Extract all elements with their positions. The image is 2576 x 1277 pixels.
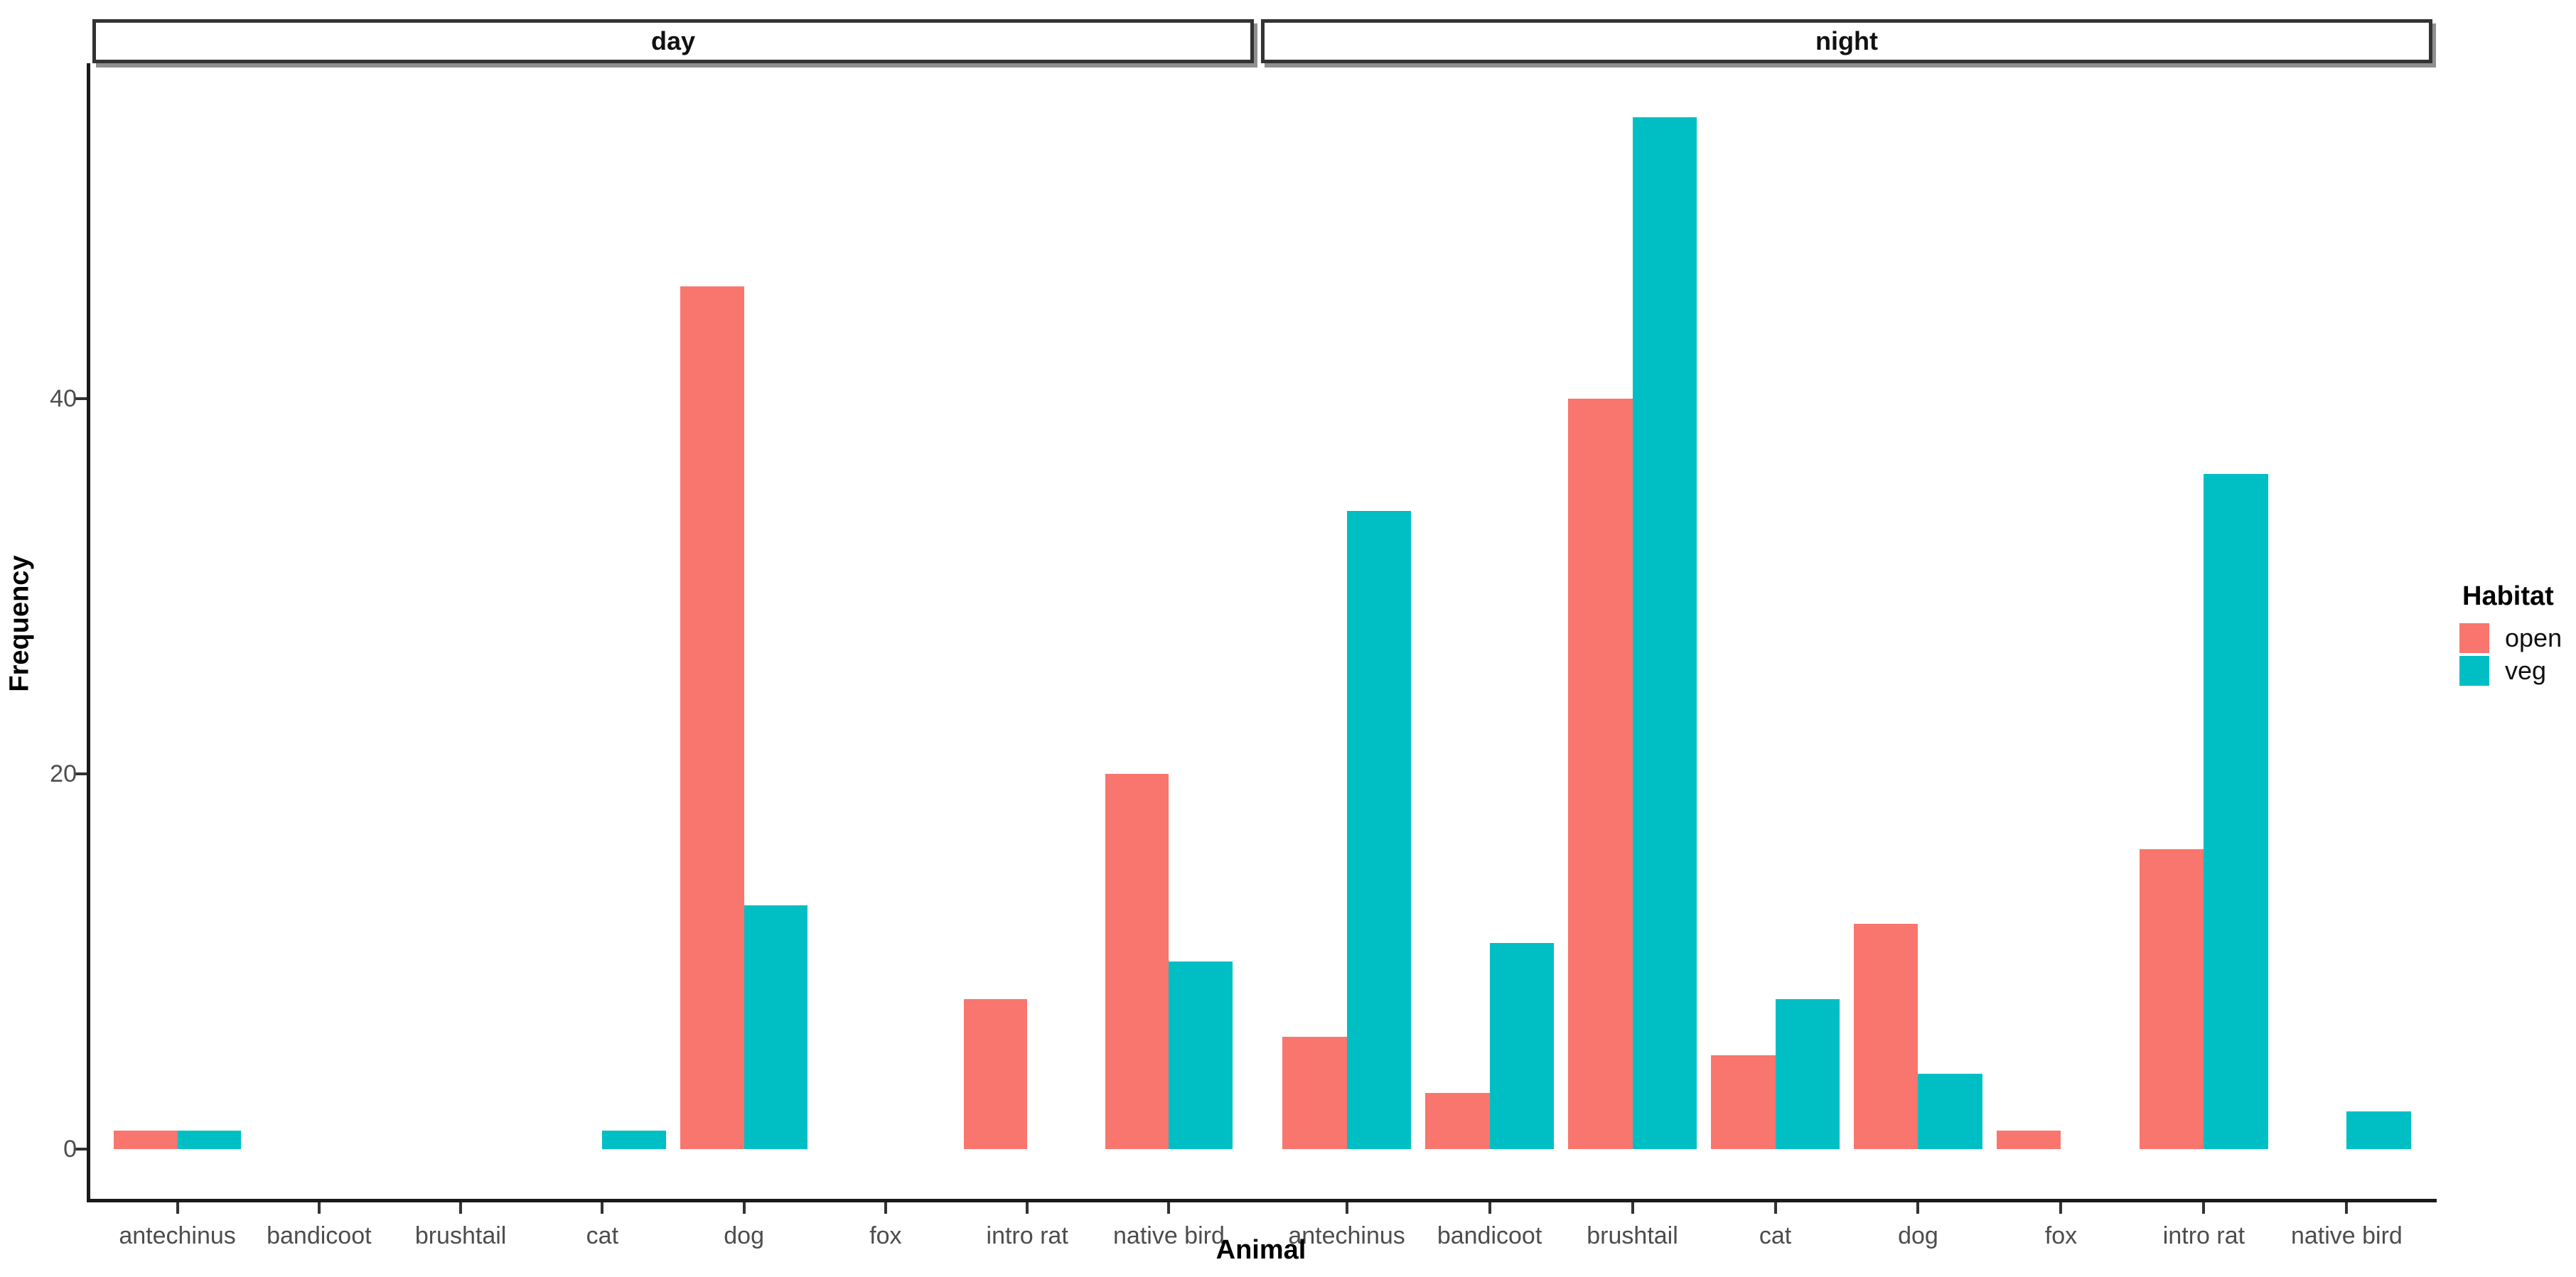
bar-night-brushtail-veg — [1632, 117, 1697, 1149]
x-tick-label-day-brushtail: brushtail — [414, 1222, 507, 1249]
bar-night-bandicoot-open — [1425, 1092, 1490, 1149]
x-tick-mark — [1345, 1202, 1348, 1214]
x-tick-mark — [1026, 1202, 1029, 1214]
x-tick-label-night-dog: dog — [1898, 1222, 1938, 1249]
bar-day-dog-open — [680, 286, 744, 1149]
facet-strip-night-label: night — [1815, 26, 1878, 55]
x-tick-mark — [1488, 1202, 1491, 1214]
legend-title: Habitat — [2462, 581, 2554, 611]
legend-label-open: open — [2505, 623, 2562, 652]
bar-night-intro-rat-veg — [2204, 473, 2268, 1149]
facet-strip-day: day — [92, 19, 1254, 63]
bar-day-native-bird-veg — [1169, 961, 1233, 1149]
x-tick-mark — [176, 1202, 179, 1214]
bar-day-intro-rat-open — [963, 998, 1028, 1149]
x-tick-label-day-antechinus: antechinus — [119, 1222, 236, 1249]
bar-night-cat-veg — [1775, 998, 1840, 1149]
y-tick-label: 20 — [50, 760, 77, 787]
legend: Habitat open veg — [2459, 581, 2562, 689]
bar-night-cat-open — [1711, 1055, 1776, 1149]
x-tick-mark — [1631, 1202, 1634, 1214]
bar-day-antechinus-open — [113, 1130, 178, 1149]
x-tick-label-night-intro-rat: intro rat — [2162, 1222, 2245, 1249]
bar-night-dog-veg — [1918, 1074, 1982, 1149]
legend-swatch-open — [2459, 623, 2489, 653]
x-tick-label-night-cat: cat — [1759, 1222, 1792, 1249]
y-axis-line — [87, 63, 90, 1202]
bar-night-dog-open — [1854, 924, 1918, 1149]
y-axis-title: Frequency — [4, 555, 35, 692]
y-tick-label: 0 — [63, 1136, 77, 1163]
bar-night-bandicoot-veg — [1489, 942, 1554, 1149]
x-tick-mark — [601, 1202, 604, 1214]
x-axis-title: Animal — [1215, 1235, 1306, 1265]
y-tick-label: 40 — [50, 385, 77, 412]
x-tick-label-night-bandicoot: bandicoot — [1437, 1222, 1542, 1249]
y-tick-mark — [75, 1148, 87, 1151]
x-tick-mark — [1773, 1202, 1777, 1214]
legend-item-veg: veg — [2459, 656, 2562, 686]
y-tick-mark — [75, 397, 87, 400]
x-tick-mark — [317, 1202, 321, 1214]
legend-item-open: open — [2459, 623, 2562, 653]
x-tick-label-day-native-bird: native bird — [1113, 1222, 1225, 1249]
bar-night-intro-rat-open — [2140, 848, 2204, 1149]
x-tick-label-day-cat: cat — [586, 1222, 619, 1249]
bar-day-antechinus-veg — [177, 1130, 242, 1149]
x-tick-mark — [1916, 1202, 1920, 1214]
x-tick-label-night-antechinus: antechinus — [1288, 1222, 1405, 1249]
x-tick-mark — [884, 1202, 887, 1214]
x-tick-label-day-intro-rat: intro rat — [986, 1222, 1068, 1249]
x-tick-label-night-brushtail: brushtail — [1587, 1222, 1678, 1249]
x-tick-mark — [2202, 1202, 2206, 1214]
x-tick-label-night-native-bird: native bird — [2290, 1222, 2403, 1249]
legend-swatch-veg — [2459, 656, 2489, 686]
x-tick-mark — [1167, 1202, 1171, 1214]
bar-night-fox-open — [1997, 1130, 2061, 1149]
x-tick-mark — [742, 1202, 746, 1214]
bar-night-antechinus-veg — [1346, 511, 1412, 1149]
x-tick-label-day-dog: dog — [724, 1222, 764, 1249]
bar-day-cat-veg — [602, 1130, 667, 1149]
x-tick-label-night-fox: fox — [2044, 1222, 2078, 1249]
bar-night-antechinus-open — [1282, 1036, 1347, 1149]
y-tick-mark — [75, 772, 87, 775]
x-tick-mark — [2059, 1202, 2063, 1214]
facet-strip-day-label: day — [650, 26, 696, 55]
legend-items: open veg — [2459, 623, 2562, 686]
x-axis-line — [87, 1199, 2437, 1202]
bar-night-brushtail-open — [1568, 399, 1633, 1149]
bar-day-dog-veg — [744, 905, 808, 1149]
x-tick-label-day-fox: fox — [869, 1222, 902, 1249]
bar-day-native-bird-open — [1105, 774, 1169, 1149]
x-tick-label-day-bandicoot: bandicoot — [267, 1222, 372, 1249]
bar-night-native-bird-veg — [2346, 1111, 2411, 1149]
facet-strip-night: night — [1261, 19, 2432, 63]
x-tick-mark — [2345, 1202, 2349, 1214]
x-tick-mark — [459, 1202, 463, 1214]
legend-label-veg: veg — [2505, 656, 2547, 685]
